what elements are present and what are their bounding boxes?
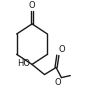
Text: O: O [58,45,65,55]
Text: O: O [54,78,61,87]
Text: HO: HO [17,59,30,68]
Text: O: O [29,1,35,10]
